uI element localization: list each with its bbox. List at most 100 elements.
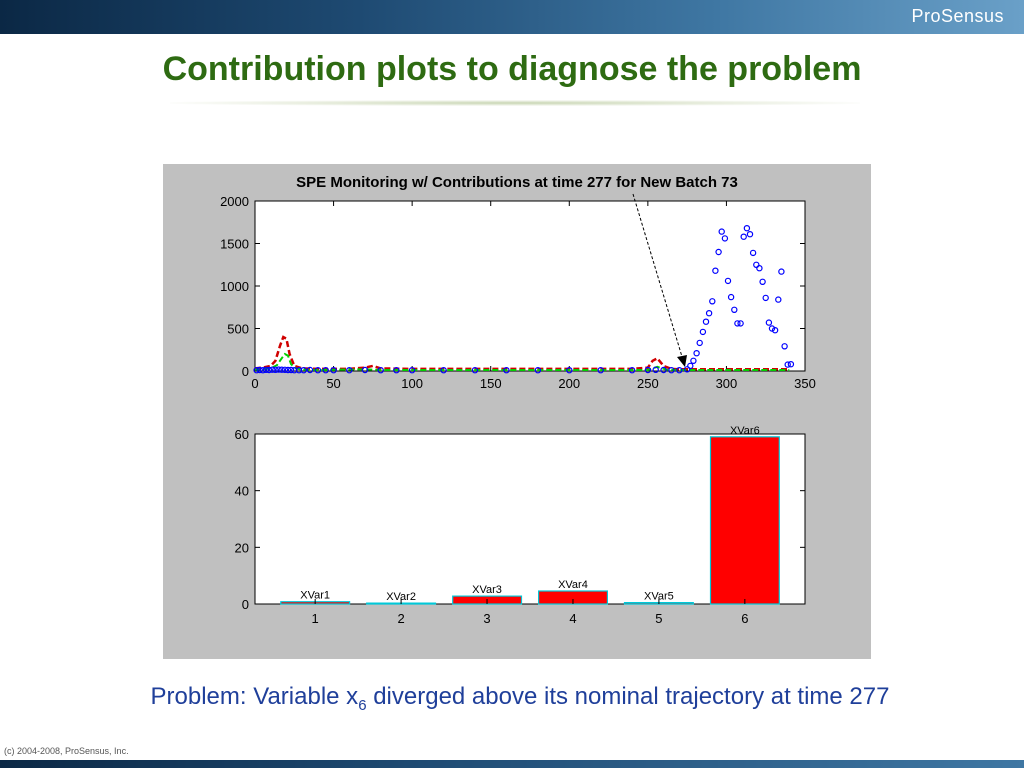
spe-blue-point bbox=[262, 366, 270, 373]
spe-blue-point bbox=[668, 366, 675, 374]
spe-blue-point bbox=[756, 264, 763, 272]
spe-x-tick-label: 50 bbox=[326, 376, 340, 391]
problem-caption: Problem: Variable x6 diverged above its … bbox=[0, 683, 1024, 714]
spe-blue-point bbox=[768, 325, 776, 332]
contribution-bar-label: XVar1 bbox=[300, 590, 330, 602]
spe-blue-point bbox=[256, 366, 263, 374]
spe-blue-point bbox=[690, 357, 697, 364]
contribution-bar bbox=[709, 436, 780, 605]
prosensus-logo: ProSensus bbox=[911, 6, 1004, 26]
slide-title: Contribution plots to diagnose the probl… bbox=[162, 50, 862, 88]
spe-blue-point bbox=[534, 366, 542, 374]
spe-blue-point bbox=[762, 294, 769, 302]
spe-green-dashed-line bbox=[254, 352, 790, 372]
spe-blue-point bbox=[275, 366, 282, 373]
spe-blue-point bbox=[734, 320, 741, 327]
spe-blue-point bbox=[471, 366, 479, 374]
spe-blue-point bbox=[699, 328, 707, 336]
contribution-y-tick-label: 40 bbox=[235, 484, 249, 499]
spe-blue-point bbox=[746, 230, 754, 238]
spe-blue-point bbox=[721, 235, 729, 242]
spe-blue-point bbox=[628, 366, 636, 374]
spe-blue-point bbox=[272, 366, 279, 373]
spe-blue-point bbox=[712, 267, 719, 274]
contribution-bar-label: XVar5 bbox=[644, 591, 674, 603]
contribution-bar-label: XVar2 bbox=[386, 591, 416, 603]
spe-blue-point bbox=[683, 366, 691, 373]
spe-x-tick-label: 0 bbox=[251, 376, 258, 391]
contribution-bar-label: XVar6 bbox=[730, 425, 760, 437]
spe-blue-point bbox=[696, 339, 703, 347]
spe-blue-point bbox=[778, 268, 785, 275]
spe-blue-point bbox=[693, 349, 700, 357]
spe-blue-point bbox=[281, 366, 289, 373]
spe-x-tick-label: 350 bbox=[794, 376, 816, 391]
spe-plot-title: SPE Monitoring w/ Contributions at time … bbox=[296, 174, 738, 191]
caption-prefix: Problem: Variable x bbox=[150, 683, 359, 710]
spe-blue-point bbox=[787, 360, 795, 368]
spe-annotation-arrowhead bbox=[677, 355, 687, 367]
spe-blue-point bbox=[330, 366, 337, 374]
spe-blue-point bbox=[253, 366, 260, 374]
spe-blue-point bbox=[322, 366, 329, 374]
spe-blue-point bbox=[644, 366, 652, 374]
spe-blue-point bbox=[749, 249, 757, 257]
spe-x-tick-label: 300 bbox=[716, 376, 738, 391]
spe-y-tick-label: 0 bbox=[242, 364, 249, 379]
spe-blue-point bbox=[259, 366, 267, 374]
spe-y-tick-label: 1000 bbox=[220, 279, 249, 294]
spe-blue-point bbox=[753, 261, 760, 269]
spe-plot-area bbox=[254, 200, 806, 372]
spe-blue-point bbox=[408, 366, 416, 374]
copyright-footer: (c) 2004-2008, ProSensus, Inc. bbox=[4, 746, 129, 756]
spe-blue-point bbox=[676, 366, 683, 374]
spe-blue-point bbox=[765, 319, 773, 326]
spe-y-tick-label: 2000 bbox=[220, 194, 249, 209]
spe-blue-point bbox=[759, 278, 766, 286]
spe-blue-point bbox=[284, 366, 292, 374]
contribution-x-tick-label: 5 bbox=[655, 611, 662, 626]
spe-blue-point bbox=[715, 248, 722, 256]
spe-blue-point bbox=[278, 366, 285, 373]
spe-blue-point bbox=[440, 366, 447, 374]
spe-blue-point bbox=[724, 277, 732, 285]
spe-blue-point bbox=[652, 366, 659, 373]
spe-y-tick-label: 1500 bbox=[220, 237, 249, 252]
spe-blue-point bbox=[660, 366, 667, 374]
contribution-y-tick-label: 60 bbox=[235, 427, 249, 442]
spe-blue-point bbox=[705, 309, 713, 317]
contribution-bar-label: XVar4 bbox=[558, 579, 588, 591]
spe-blue-point bbox=[269, 366, 276, 373]
spe-blue-point bbox=[361, 366, 369, 374]
spe-blue-point bbox=[566, 366, 573, 374]
figure-panel: SPE Monitoring w/ Contributions at time … bbox=[163, 164, 871, 659]
spe-x-tick-label: 250 bbox=[637, 376, 659, 391]
spe-blue-point bbox=[377, 366, 384, 374]
spe-blue-point bbox=[306, 366, 314, 374]
spe-blue-point bbox=[314, 366, 322, 374]
spe-annotation-arrow bbox=[632, 193, 684, 361]
spe-blue-point bbox=[718, 228, 725, 235]
spe-blue-point bbox=[300, 366, 307, 374]
spe-blue-point bbox=[731, 306, 738, 313]
spe-x-tick-label: 100 bbox=[401, 376, 423, 391]
spe-blue-point bbox=[775, 296, 782, 303]
spe-monitoring-plot: 0 50 100 150 200 250 300 350 0 500 1000 1500 2000 0 20… bbox=[220, 193, 816, 626]
spe-blue-point bbox=[709, 298, 716, 305]
spe-blue-point bbox=[597, 366, 604, 374]
spe-blue-point bbox=[743, 224, 751, 232]
spe-blue-point bbox=[784, 361, 791, 368]
contribution-x-tick-label: 3 bbox=[483, 611, 490, 626]
spe-x-tick-label: 200 bbox=[558, 376, 580, 391]
spe-blue-point bbox=[346, 366, 353, 374]
spe-blue-point bbox=[393, 366, 400, 374]
contribution-bar-label: XVar3 bbox=[472, 584, 502, 596]
header-bar: ProSensus bbox=[0, 0, 1024, 34]
spe-blue-point bbox=[287, 366, 295, 374]
contribution-y-tick-label: 0 bbox=[242, 597, 249, 612]
contribution-x-tick-label: 1 bbox=[312, 611, 319, 626]
caption-suffix: diverged above its nominal trajectory at… bbox=[366, 683, 890, 710]
contribution-x-tick-label: 6 bbox=[741, 611, 748, 626]
spe-blue-point bbox=[702, 318, 710, 325]
spe-blue-point bbox=[781, 343, 788, 350]
